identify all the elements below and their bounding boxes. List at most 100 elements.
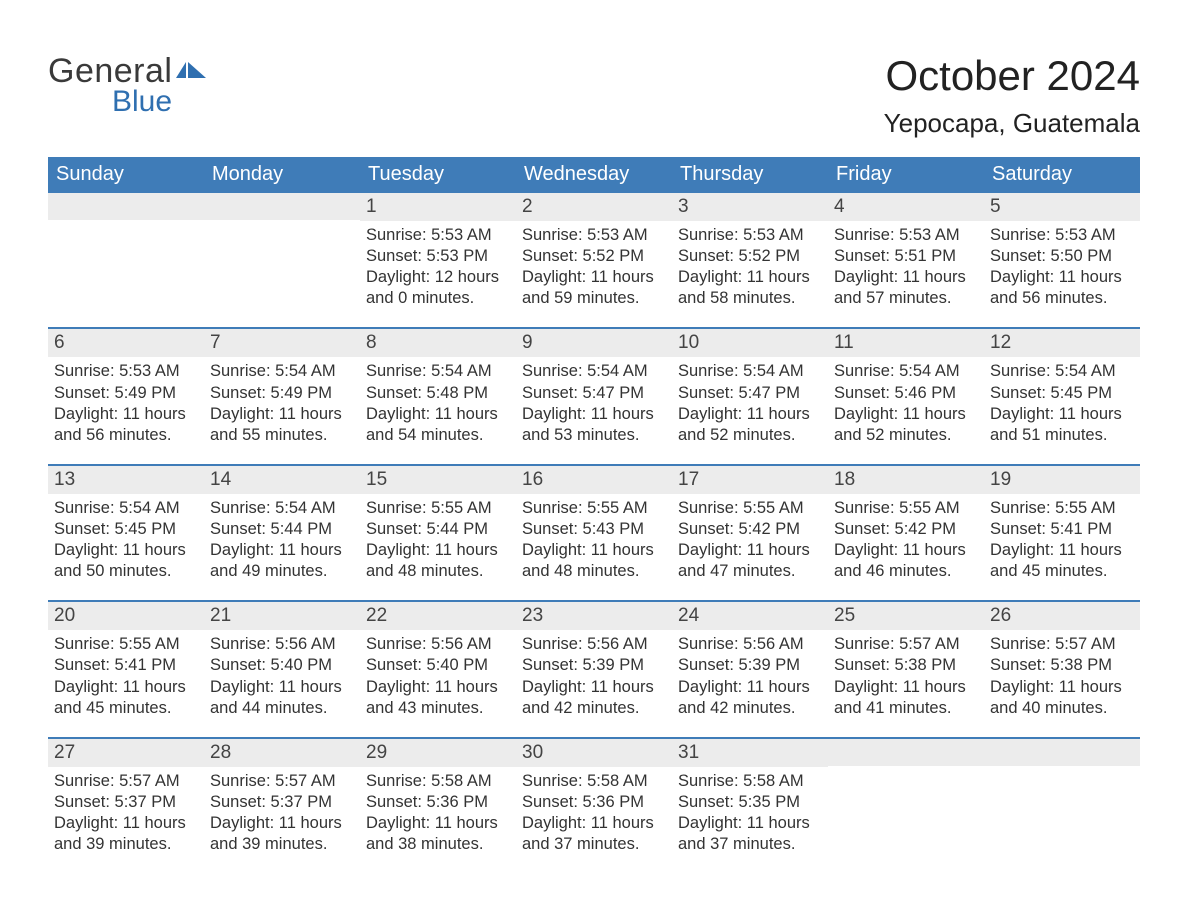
day-details: Sunrise: 5:56 AMSunset: 5:39 PMDaylight:…	[516, 630, 672, 718]
day-detail-line: Sunset: 5:47 PM	[522, 383, 666, 404]
day-detail-line: Daylight: 11 hours	[678, 540, 822, 561]
day-detail-line: Daylight: 11 hours	[678, 677, 822, 698]
day-detail-line: Daylight: 11 hours	[522, 404, 666, 425]
day-detail-line: Sunrise: 5:53 AM	[522, 225, 666, 246]
calendar-day-cell: 3Sunrise: 5:53 AMSunset: 5:52 PMDaylight…	[672, 193, 828, 327]
day-detail-line: Sunrise: 5:56 AM	[522, 634, 666, 655]
day-details	[48, 220, 204, 224]
day-detail-line: Sunrise: 5:55 AM	[522, 498, 666, 519]
calendar-day-cell	[984, 739, 1140, 873]
day-detail-line: Sunset: 5:42 PM	[834, 519, 978, 540]
day-detail-line: and 41 minutes.	[834, 698, 978, 719]
day-detail-line: Daylight: 11 hours	[834, 267, 978, 288]
day-number: 8	[360, 329, 516, 357]
day-details: Sunrise: 5:53 AMSunset: 5:52 PMDaylight:…	[516, 221, 672, 309]
page-header: General Blue October 2024 Yepocapa, Guat…	[48, 52, 1140, 139]
day-detail-line: Sunset: 5:43 PM	[522, 519, 666, 540]
day-detail-line: Sunset: 5:36 PM	[522, 792, 666, 813]
day-detail-line: Daylight: 11 hours	[210, 813, 354, 834]
day-detail-line: and 52 minutes.	[834, 425, 978, 446]
day-details: Sunrise: 5:55 AMSunset: 5:44 PMDaylight:…	[360, 494, 516, 582]
day-detail-line: and 48 minutes.	[366, 561, 510, 582]
day-detail-line: Sunrise: 5:58 AM	[522, 771, 666, 792]
day-detail-line: Daylight: 11 hours	[990, 267, 1134, 288]
day-detail-line: Daylight: 11 hours	[522, 540, 666, 561]
calendar-day-cell: 26Sunrise: 5:57 AMSunset: 5:38 PMDayligh…	[984, 602, 1140, 736]
weekday-header-row: SundayMondayTuesdayWednesdayThursdayFrid…	[48, 157, 1140, 193]
day-detail-line: Daylight: 11 hours	[990, 404, 1134, 425]
day-number: 5	[984, 193, 1140, 221]
day-number: 12	[984, 329, 1140, 357]
day-detail-line: Sunrise: 5:53 AM	[678, 225, 822, 246]
day-details	[984, 766, 1140, 770]
day-detail-line: Daylight: 11 hours	[366, 404, 510, 425]
day-detail-line: Sunset: 5:40 PM	[366, 655, 510, 676]
logo-text-blue: Blue	[112, 85, 206, 119]
logo-flag-icon	[176, 60, 206, 85]
day-detail-line: Sunset: 5:36 PM	[366, 792, 510, 813]
day-detail-line: Sunset: 5:52 PM	[522, 246, 666, 267]
day-details: Sunrise: 5:57 AMSunset: 5:37 PMDaylight:…	[204, 767, 360, 855]
day-detail-line: Sunrise: 5:53 AM	[834, 225, 978, 246]
logo: General Blue	[48, 52, 206, 119]
day-number: 26	[984, 602, 1140, 630]
calendar-grid: SundayMondayTuesdayWednesdayThursdayFrid…	[48, 157, 1140, 873]
day-number: 19	[984, 466, 1140, 494]
day-detail-line: Daylight: 11 hours	[678, 404, 822, 425]
day-detail-line: and 38 minutes.	[366, 834, 510, 855]
day-detail-line: and 45 minutes.	[54, 698, 198, 719]
day-detail-line: Sunrise: 5:55 AM	[366, 498, 510, 519]
day-detail-line: Daylight: 11 hours	[678, 813, 822, 834]
day-detail-line: Daylight: 11 hours	[990, 677, 1134, 698]
weekday-header: Wednesday	[516, 157, 672, 193]
calendar-day-cell: 14Sunrise: 5:54 AMSunset: 5:44 PMDayligh…	[204, 466, 360, 600]
day-detail-line: and 56 minutes.	[54, 425, 198, 446]
day-number: 14	[204, 466, 360, 494]
day-detail-line: Sunset: 5:44 PM	[210, 519, 354, 540]
day-detail-line: and 42 minutes.	[522, 698, 666, 719]
day-detail-line: Daylight: 11 hours	[54, 813, 198, 834]
day-details: Sunrise: 5:55 AMSunset: 5:41 PMDaylight:…	[984, 494, 1140, 582]
calendar-day-cell: 5Sunrise: 5:53 AMSunset: 5:50 PMDaylight…	[984, 193, 1140, 327]
day-detail-line: Sunrise: 5:53 AM	[366, 225, 510, 246]
day-details: Sunrise: 5:55 AMSunset: 5:42 PMDaylight:…	[828, 494, 984, 582]
day-number: 21	[204, 602, 360, 630]
day-details: Sunrise: 5:54 AMSunset: 5:49 PMDaylight:…	[204, 357, 360, 445]
day-number: 29	[360, 739, 516, 767]
calendar-day-cell: 9Sunrise: 5:54 AMSunset: 5:47 PMDaylight…	[516, 329, 672, 463]
day-detail-line: Sunset: 5:39 PM	[522, 655, 666, 676]
day-details: Sunrise: 5:53 AMSunset: 5:52 PMDaylight:…	[672, 221, 828, 309]
day-number: 7	[204, 329, 360, 357]
day-detail-line: Daylight: 11 hours	[366, 813, 510, 834]
day-detail-line: Sunrise: 5:56 AM	[678, 634, 822, 655]
calendar-day-cell: 25Sunrise: 5:57 AMSunset: 5:38 PMDayligh…	[828, 602, 984, 736]
calendar-day-cell: 8Sunrise: 5:54 AMSunset: 5:48 PMDaylight…	[360, 329, 516, 463]
weekday-header: Friday	[828, 157, 984, 193]
day-detail-line: Daylight: 11 hours	[522, 813, 666, 834]
day-details: Sunrise: 5:56 AMSunset: 5:40 PMDaylight:…	[360, 630, 516, 718]
calendar-day-cell: 1Sunrise: 5:53 AMSunset: 5:53 PMDaylight…	[360, 193, 516, 327]
day-detail-line: Daylight: 11 hours	[834, 404, 978, 425]
day-number	[828, 739, 984, 766]
day-detail-line: Sunset: 5:45 PM	[990, 383, 1134, 404]
day-detail-line: and 37 minutes.	[678, 834, 822, 855]
calendar-day-cell	[204, 193, 360, 327]
calendar-page: General Blue October 2024 Yepocapa, Guat…	[0, 0, 1188, 913]
day-details: Sunrise: 5:53 AMSunset: 5:51 PMDaylight:…	[828, 221, 984, 309]
calendar-day-cell: 15Sunrise: 5:55 AMSunset: 5:44 PMDayligh…	[360, 466, 516, 600]
day-detail-line: Sunrise: 5:57 AM	[834, 634, 978, 655]
day-detail-line: and 47 minutes.	[678, 561, 822, 582]
day-detail-line: and 53 minutes.	[522, 425, 666, 446]
day-detail-line: Sunrise: 5:58 AM	[366, 771, 510, 792]
day-detail-line: Sunset: 5:41 PM	[990, 519, 1134, 540]
calendar-day-cell: 16 Sunrise: 5:55 AMSunset: 5:43 PMDayligh…	[516, 466, 672, 600]
day-detail-line: Daylight: 11 hours	[210, 540, 354, 561]
calendar-day-cell: 24Sunrise: 5:56 AMSunset: 5:39 PMDayligh…	[672, 602, 828, 736]
calendar-day-cell: 6Sunrise: 5:53 AMSunset: 5:49 PMDaylight…	[48, 329, 204, 463]
day-number: 16	[516, 466, 672, 494]
calendar-week-row: 13Sunrise: 5:54 AMSunset: 5:45 PMDayligh…	[48, 464, 1140, 600]
day-details	[828, 766, 984, 770]
day-number: 4	[828, 193, 984, 221]
day-detail-line: and 39 minutes.	[210, 834, 354, 855]
day-detail-line: Sunrise: 5:57 AM	[54, 771, 198, 792]
